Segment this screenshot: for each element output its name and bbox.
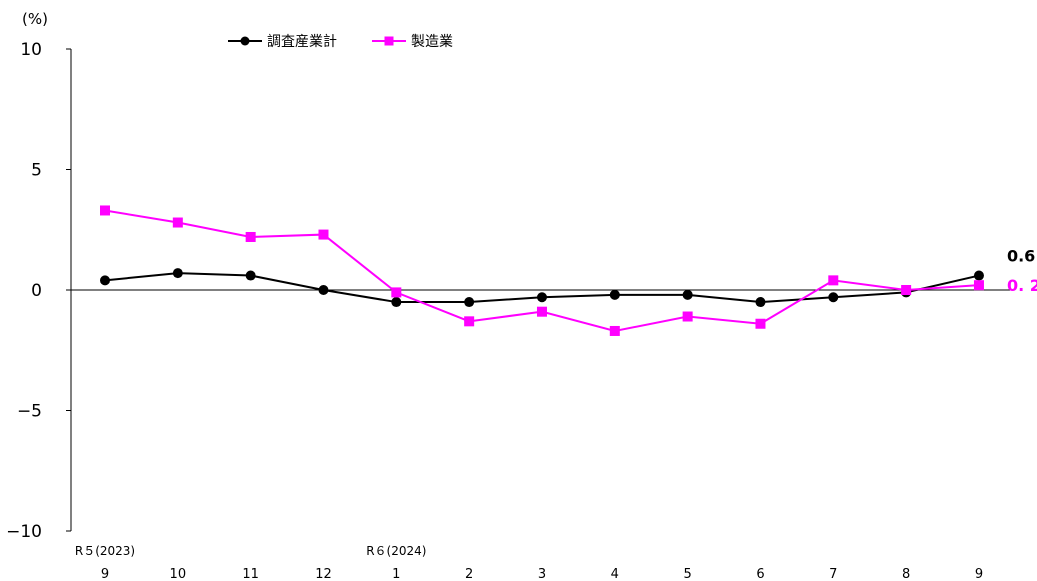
legend-label-manufacturing: 製造業: [411, 34, 453, 50]
x-tick-label: 11: [242, 567, 259, 581]
x-tick-label: 5: [683, 567, 691, 581]
data-point: [682, 289, 693, 300]
data-point: [318, 229, 329, 240]
era-label: R５(2023): [75, 544, 135, 558]
y-unit-label: (%): [22, 10, 48, 28]
data-point: [755, 318, 766, 329]
x-tick-label: 9: [975, 567, 983, 581]
data-point: [172, 268, 183, 279]
data-point: [245, 231, 256, 242]
data-point: [682, 311, 693, 322]
x-ticks: 9 10 11 12 1 2 3 4 5 6 7 8 9R５(2023) R６(2024): [75, 544, 983, 581]
data-point: [391, 297, 402, 308]
y-tick-label: 0: [31, 281, 42, 301]
y-tick-label: 5: [31, 161, 42, 181]
x-tick-label: 4: [611, 567, 619, 581]
y-tick-label: −5: [17, 402, 42, 422]
data-point: [901, 285, 912, 295]
data-point: [828, 292, 839, 303]
end-value-label: 0. 2: [1007, 276, 1037, 295]
data-point: [973, 280, 984, 291]
data-point: [609, 289, 620, 300]
data-point: [755, 297, 766, 308]
legend-marker-total: [240, 36, 250, 46]
data-point: [828, 275, 839, 286]
y-ticks: 10 5 0 −5 −10: [6, 40, 1010, 542]
data-point: [464, 297, 475, 308]
data-point: [172, 217, 183, 228]
x-tick-label: 9: [101, 567, 109, 581]
x-tick-label: 7: [829, 567, 837, 581]
data-point: [245, 270, 256, 281]
legend-label-total: 調査産業計: [267, 34, 337, 50]
data-point: [973, 270, 984, 281]
data-point: [536, 292, 547, 303]
x-tick-label: 10: [170, 567, 187, 581]
data-point: [100, 205, 110, 216]
x-tick-label: 2: [465, 567, 473, 581]
end-value-label: 0.6: [1007, 247, 1035, 266]
x-tick-label: 6: [756, 567, 764, 581]
era-label: R６(2024): [366, 544, 426, 558]
data-point: [464, 316, 475, 327]
data-point: [391, 287, 402, 298]
x-tick-label: 1: [392, 567, 400, 581]
data-point: [100, 275, 110, 286]
data-point: [536, 306, 547, 317]
x-tick-label: 3: [538, 567, 546, 581]
y-tick-label: −10: [6, 522, 42, 542]
legend-marker-manufacturing: [384, 36, 394, 46]
data-point: [318, 285, 329, 295]
x-tick-label: 8: [902, 567, 910, 581]
legend: 調査産業計 製造業: [228, 34, 453, 50]
y-tick-label: 10: [20, 40, 42, 60]
x-tick-label: 12: [315, 567, 332, 581]
series-layer: 0.6 0. 2: [100, 205, 1037, 336]
data-point: [609, 325, 620, 336]
